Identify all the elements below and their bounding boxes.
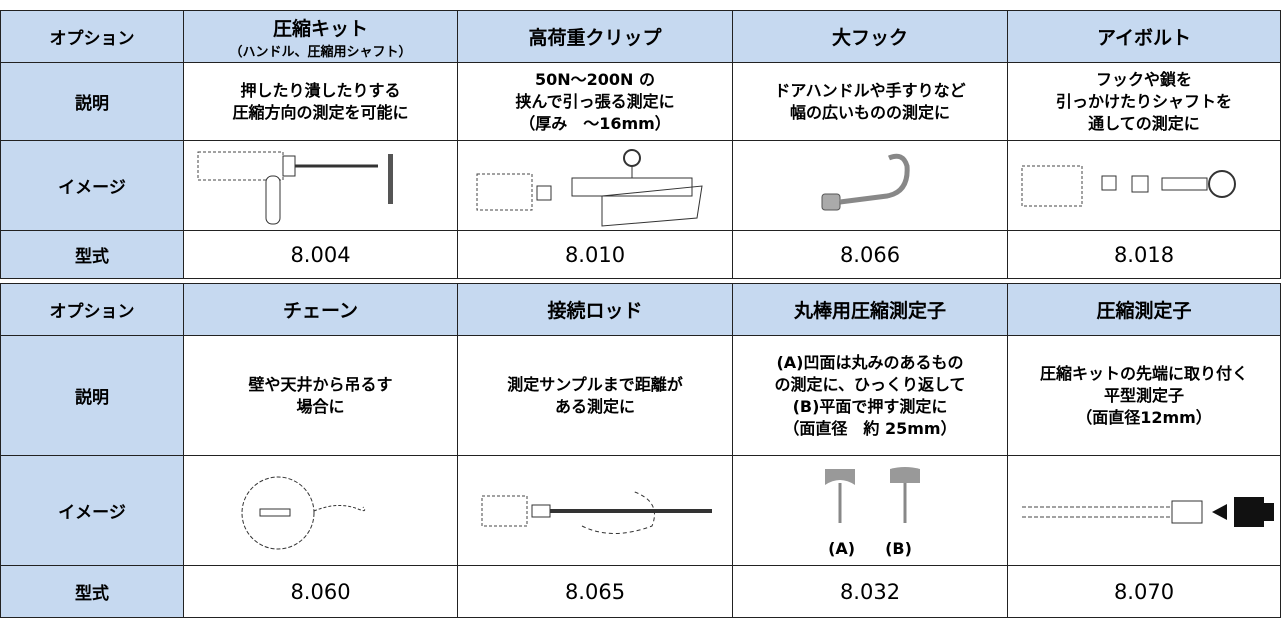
description: 圧縮キットの先端に取り付く 平型測定子 （面直径12mm） bbox=[1007, 335, 1281, 456]
description-line: (A)凹面は丸みのあるもの bbox=[776, 352, 964, 372]
model-number: 8.070 bbox=[1007, 565, 1281, 618]
option-name: チェーン bbox=[183, 283, 458, 336]
description-line: 圧縮キットの先端に取り付く bbox=[1039, 363, 1248, 383]
probe-label: (B) bbox=[885, 539, 912, 558]
row-label: イメージ bbox=[0, 140, 184, 231]
description-line: 幅の広いものの測定に bbox=[789, 102, 950, 122]
model-number: 8.032 bbox=[732, 565, 1008, 618]
description: 壁や天井から吊るす 場合に bbox=[183, 335, 458, 456]
model-number: 8.066 bbox=[732, 230, 1008, 279]
option-drawing bbox=[821, 153, 910, 210]
option-subtitle: （ハンドル、圧縮用シャフト） bbox=[229, 44, 412, 60]
image-row: イメージ bbox=[0, 140, 1281, 231]
model-number: 8.060 bbox=[183, 565, 458, 618]
description: 測定サンプルまで距離が ある測定に bbox=[457, 335, 733, 456]
option-name: 接続ロッド bbox=[457, 283, 733, 336]
description-line: 挟んで引っ張る測定に bbox=[515, 91, 675, 111]
description-line: 壁や天井から吊るす bbox=[248, 374, 393, 394]
description: (A)凹面は丸みのあるもの の測定に、ひっくり返して (B)平面で押す測定に （面直径… bbox=[732, 335, 1008, 456]
model-number: 8.065 bbox=[457, 565, 733, 618]
option-title: 圧縮測定子 bbox=[1096, 300, 1192, 322]
option-name: 丸棒用圧縮測定子 bbox=[732, 283, 1008, 336]
row-label: 説明 bbox=[0, 62, 184, 141]
model-row: 型式 8.004 8.010 8.066 8.018 bbox=[0, 230, 1281, 279]
probe-label: (A) bbox=[828, 539, 856, 558]
description-line: （厚み ～16mm） bbox=[519, 113, 671, 133]
option-title: アイボルト bbox=[1096, 27, 1192, 49]
option-name: 大フック bbox=[732, 10, 1008, 63]
image bbox=[183, 140, 458, 231]
option-title: 高荷重クリップ bbox=[528, 27, 662, 49]
option-drawing bbox=[1022, 496, 1274, 527]
image bbox=[1007, 455, 1281, 566]
row-label: 説明 bbox=[0, 335, 184, 456]
option-name: 圧縮キット （ハンドル、圧縮用シャフト） bbox=[183, 10, 458, 63]
description-line: ドアハンドルや手すりなど bbox=[774, 80, 966, 100]
option-drawing bbox=[481, 490, 712, 534]
option-drawing bbox=[241, 476, 366, 549]
option-table: オプション 圧縮キット （ハンドル、圧縮用シャフト） 高荷重クリップ 大フック アイボルト… bbox=[0, 10, 1281, 279]
probe-labels: (A) (B) bbox=[737, 539, 1003, 558]
option-drawing bbox=[1021, 165, 1236, 206]
image bbox=[732, 140, 1008, 231]
row-label: オプション bbox=[0, 283, 184, 336]
option-tables: オプション 圧縮キット （ハンドル、圧縮用シャフト） 高荷重クリップ 大フック アイボルト… bbox=[0, 10, 1281, 622]
option-title: チェーン bbox=[282, 300, 359, 322]
model-number: 8.018 bbox=[1007, 230, 1281, 279]
description-line: 引っかけたりシャフトを bbox=[1055, 91, 1232, 111]
description: 50N～200N の挟んで引っ張る測定に （厚み ～16mm） bbox=[457, 62, 733, 141]
option-table: オプション チェーン 接続ロッド 丸棒用圧縮測定子 圧縮測定子 説明 壁や天井から吊るす 場合… bbox=[0, 283, 1281, 618]
option-title: 圧縮キット bbox=[272, 17, 368, 40]
description-line: ある測定に bbox=[554, 396, 635, 416]
description-line: 50N～200N の bbox=[534, 69, 656, 89]
description-line: フックや鎖を bbox=[1095, 69, 1192, 89]
option-name: 圧縮測定子 bbox=[1007, 283, 1281, 336]
description-line: 測定サンプルまで距離が bbox=[507, 374, 683, 394]
image bbox=[457, 455, 733, 566]
option-name: 高荷重クリップ bbox=[457, 10, 733, 63]
description-line: の測定に、ひっくり返して bbox=[774, 374, 966, 394]
row-label: 型式 bbox=[0, 565, 184, 618]
description-line: （面直径12mm） bbox=[1076, 407, 1212, 427]
image-row: イメージ (A) (B) bbox=[0, 455, 1281, 566]
header-row: オプション 圧縮キット （ハンドル、圧縮用シャフト） 高荷重クリップ 大フック アイボルト bbox=[0, 10, 1281, 63]
description-line: 平型測定子 bbox=[1103, 385, 1184, 405]
description-row: 説明 押したり潰したりする 圧縮方向の測定を可能に 50N～200N の挟んで引っ張る… bbox=[0, 62, 1281, 141]
image bbox=[1007, 140, 1281, 231]
row-label: 型式 bbox=[0, 230, 184, 279]
description-line: (B)平面で押す測定に bbox=[792, 396, 948, 416]
option-name: アイボルト bbox=[1007, 10, 1281, 63]
model-number: 8.010 bbox=[457, 230, 733, 279]
model-row: 型式 8.060 8.065 8.032 8.070 bbox=[0, 565, 1281, 618]
description-line: 押したり潰したりする bbox=[240, 80, 401, 100]
row-label: オプション bbox=[0, 10, 184, 63]
description-line: 通しての測定に bbox=[1088, 113, 1200, 133]
description: ドアハンドルや手すりなど 幅の広いものの測定に bbox=[732, 62, 1008, 141]
description: フックや鎖を 引っかけたりシャフトを 通しての測定に bbox=[1007, 62, 1281, 141]
option-title: 丸棒用圧縮測定子 bbox=[793, 300, 946, 322]
option-drawing bbox=[197, 151, 393, 224]
option-drawing bbox=[476, 148, 703, 227]
probe-drawing bbox=[825, 467, 920, 523]
row-label: イメージ bbox=[0, 455, 184, 566]
model-number: 8.004 bbox=[183, 230, 458, 279]
image bbox=[183, 455, 458, 566]
image bbox=[457, 140, 733, 231]
description-row: 説明 壁や天井から吊るす 場合に 測定サンプルまで距離が ある測定に (A)凹面は丸みのあ… bbox=[0, 335, 1281, 456]
header-row: オプション チェーン 接続ロッド 丸棒用圧縮測定子 圧縮測定子 bbox=[0, 283, 1281, 336]
description-line: 場合に bbox=[296, 396, 345, 416]
description-line: （面直径 約 25mm） bbox=[783, 418, 957, 438]
probe-images bbox=[737, 463, 1003, 539]
description-line: 圧縮方向の測定を可能に bbox=[232, 102, 409, 122]
option-title: 接続ロッド bbox=[547, 300, 643, 322]
description: 押したり潰したりする 圧縮方向の測定を可能に bbox=[183, 62, 458, 141]
image: (A) (B) bbox=[732, 455, 1008, 566]
option-title: 大フック bbox=[831, 27, 908, 49]
